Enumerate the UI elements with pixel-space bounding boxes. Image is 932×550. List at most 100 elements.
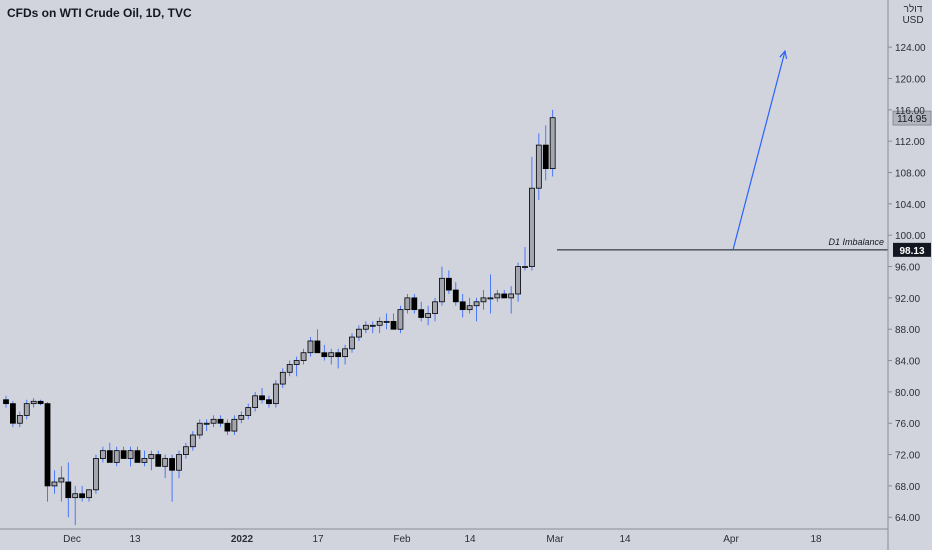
candle (134, 446, 141, 463)
price-tick-label: 68.00 (895, 482, 920, 493)
candle (300, 348, 307, 365)
time-tick-label: 18 (810, 534, 822, 545)
candle-body (72, 493, 79, 499)
candle-body (376, 320, 383, 326)
candle (439, 266, 445, 306)
candle (356, 325, 362, 341)
candle (383, 313, 390, 330)
candle-body (293, 360, 300, 365)
candle (549, 109, 556, 177)
candle (196, 419, 203, 439)
candle (459, 293, 466, 318)
candle-body (549, 117, 556, 170)
candle (390, 313, 397, 330)
candle-body (245, 407, 252, 416)
candle-body (259, 395, 265, 401)
candle-body (432, 301, 438, 314)
candle (529, 156, 535, 271)
candle (259, 387, 265, 404)
candle (487, 274, 494, 314)
candle-body (529, 187, 535, 267)
candle (508, 286, 515, 314)
candle-body (58, 477, 65, 483)
candle (321, 344, 328, 361)
candle-body (79, 493, 86, 499)
candle-body (203, 422, 210, 425)
candle (203, 419, 210, 432)
candle-body (279, 371, 286, 385)
candle-body (86, 489, 92, 499)
candle (23, 399, 30, 420)
candle-body (349, 336, 355, 350)
candle-body (224, 422, 231, 432)
candle (120, 446, 127, 459)
candle-body (183, 446, 189, 455)
forecast-arrow[interactable] (732, 50, 786, 251)
imbalance-label: D1 Imbalance (828, 237, 884, 247)
candle (293, 356, 300, 377)
candle-body (335, 352, 342, 358)
candle (72, 485, 79, 526)
candle (266, 395, 272, 408)
candle-body (51, 481, 58, 487)
last-price-text: 114.95 (897, 114, 927, 125)
price-tick-label: 116.00 (895, 106, 925, 117)
candle (93, 454, 99, 494)
candle (445, 270, 452, 294)
price-tick-label: 112.00 (895, 137, 925, 148)
price-tick-label: 100.00 (895, 231, 926, 242)
candle-body (30, 400, 37, 405)
candle-body (501, 293, 508, 299)
candle-body (210, 418, 217, 424)
candle-body (425, 313, 432, 318)
candle (30, 398, 37, 408)
candle (494, 290, 501, 302)
candle-body (44, 403, 51, 487)
candle-body (487, 297, 494, 300)
chart-title: CFDs on WTI Crude Oil, 1D, TVC (7, 6, 192, 20)
candle (542, 125, 549, 181)
candle (411, 293, 418, 314)
candle (189, 431, 196, 451)
candle (432, 297, 438, 322)
price-tick-label: 80.00 (895, 388, 920, 399)
candle (286, 360, 293, 377)
candle-body (397, 309, 404, 330)
candle (473, 297, 480, 322)
candle (314, 329, 321, 354)
price-tick-label: 124.00 (895, 43, 926, 54)
candle (466, 297, 473, 314)
candle (51, 470, 58, 494)
candle-body (342, 348, 348, 358)
candle (217, 415, 224, 428)
candle (480, 290, 487, 310)
candle (169, 454, 175, 502)
forecast-arrow-head (779, 49, 788, 60)
candle-body (307, 340, 314, 354)
price-tick-label: 88.00 (895, 325, 920, 336)
candle-body (127, 450, 134, 459)
candle (349, 333, 355, 353)
candle-body (99, 450, 106, 459)
candle (501, 290, 508, 299)
candle-body (217, 418, 224, 424)
candle-body (508, 293, 515, 299)
candle-body (176, 454, 182, 471)
candle-body (3, 399, 9, 405)
candle-body (515, 266, 521, 295)
price-tick-label: 76.00 (895, 419, 920, 430)
candle (376, 317, 383, 334)
candle-body (466, 305, 473, 311)
candles-layer (3, 109, 556, 526)
price-tick-label: 92.00 (895, 294, 920, 305)
candle-body (459, 301, 466, 311)
candle-body (522, 266, 528, 268)
candle (279, 368, 286, 388)
time-axis: Dec 13 2022 17 Feb 14 Mar 14 Apr 18 (0, 528, 888, 545)
annotations-layer: D1 Imbalance 98.13 114.95 (557, 49, 932, 257)
candle (148, 450, 155, 471)
candle-body (445, 277, 452, 291)
time-tick-label: Apr (723, 534, 739, 545)
time-tick-label: 2022 (231, 534, 254, 545)
